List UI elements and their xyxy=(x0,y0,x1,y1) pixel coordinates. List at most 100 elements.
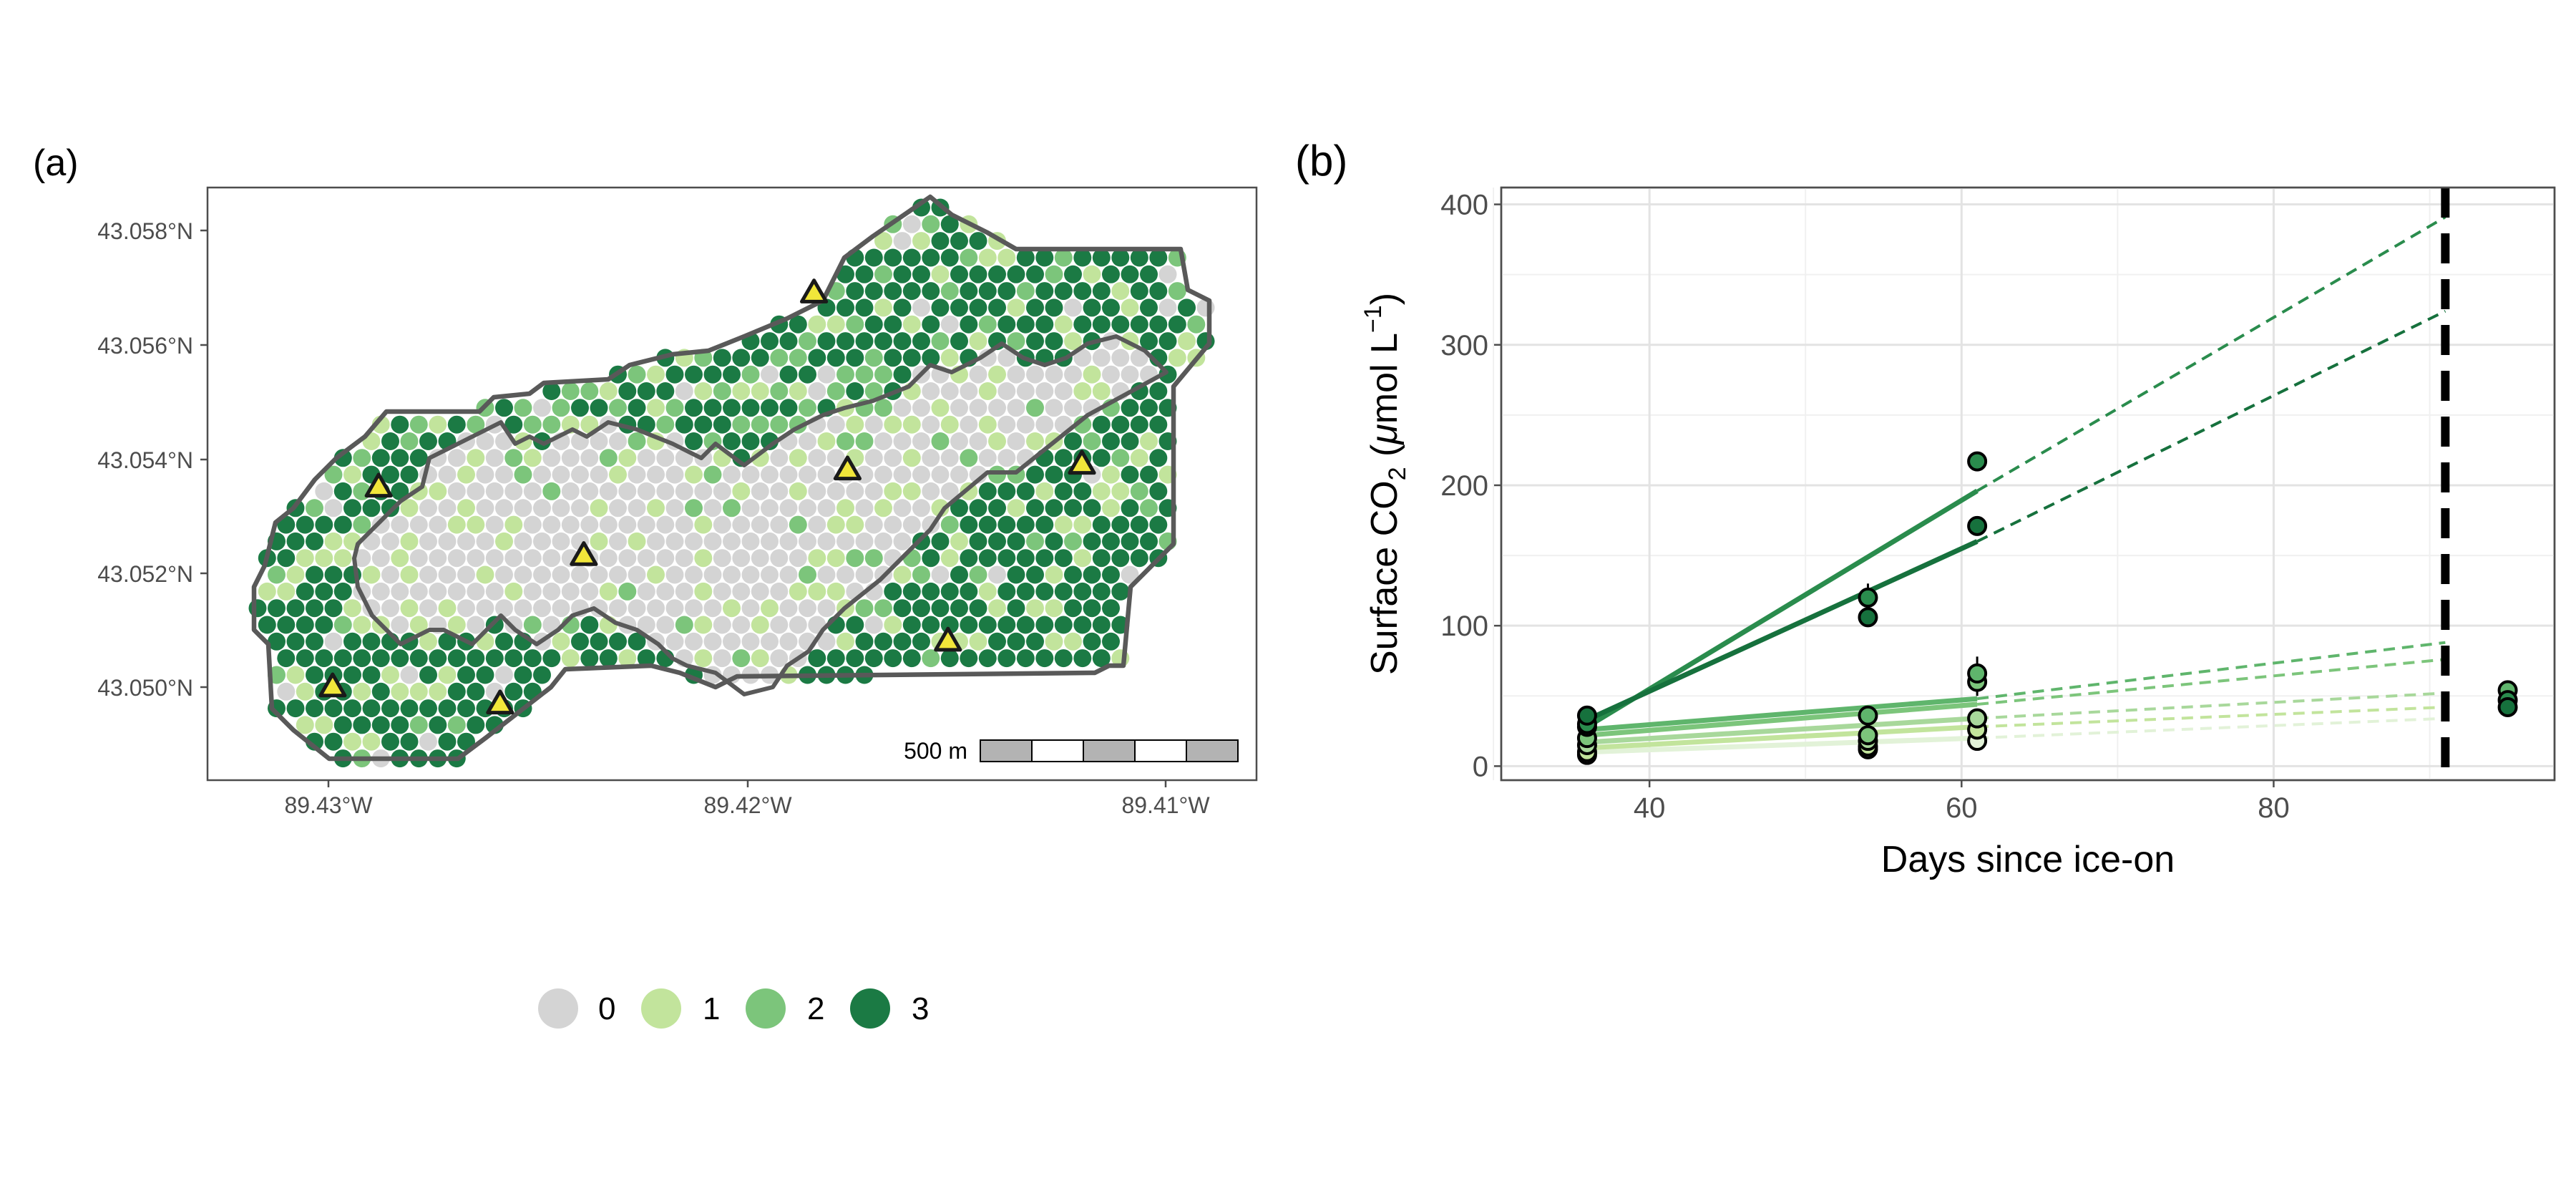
grid-dot xyxy=(1102,599,1120,618)
grid-dot xyxy=(1102,465,1120,484)
grid-dot xyxy=(1130,515,1148,534)
grid-dot xyxy=(1102,632,1120,651)
sampling-site-marker xyxy=(364,472,393,498)
grid-dot xyxy=(855,632,874,651)
grid-dot xyxy=(694,649,713,668)
grid-dot xyxy=(447,682,466,701)
legend-swatch-1 xyxy=(641,988,681,1029)
grid-dot xyxy=(362,499,381,517)
grid-dot xyxy=(988,265,1006,283)
grid-dot xyxy=(969,599,987,618)
grid-dot xyxy=(343,666,361,684)
data-point xyxy=(1967,708,1988,729)
grid-dot xyxy=(618,549,637,568)
grid-dot xyxy=(1111,349,1130,367)
grid-dot xyxy=(637,549,655,568)
grid-dot xyxy=(969,632,987,651)
grid-dot xyxy=(969,565,987,584)
grid-dot xyxy=(978,382,997,400)
grid-dot xyxy=(1149,515,1168,534)
grid-dot xyxy=(978,649,997,668)
grid-dot xyxy=(808,582,826,601)
grid-dot xyxy=(685,465,703,484)
grid-dot xyxy=(542,582,561,601)
grid-dot xyxy=(799,365,816,384)
grid-dot xyxy=(960,382,978,400)
grid-dot xyxy=(476,599,494,618)
grid-dot xyxy=(571,565,589,584)
grid-dot xyxy=(779,499,798,517)
grid-dot xyxy=(523,515,542,534)
grid-dot xyxy=(884,349,902,367)
grid-dot xyxy=(864,282,883,301)
grid-dot xyxy=(817,465,836,484)
grid-dot xyxy=(940,582,959,601)
grid-dot xyxy=(1007,565,1025,584)
grid-dot xyxy=(836,365,854,384)
grid-dot xyxy=(940,315,959,334)
grid-dot xyxy=(504,515,523,534)
grid-dot xyxy=(628,499,646,517)
grid-dot xyxy=(514,399,532,417)
grid-dot xyxy=(1045,265,1063,283)
grid-dot xyxy=(988,599,1006,618)
grid-dot xyxy=(1054,449,1073,467)
grid-dot xyxy=(1035,649,1054,668)
grid-dot xyxy=(571,632,589,651)
y-title-unit: mol L xyxy=(1364,333,1405,424)
grid-dot xyxy=(1073,515,1092,534)
grid-dot xyxy=(940,282,959,301)
grid-dot xyxy=(467,515,485,534)
grid-dot xyxy=(447,515,466,534)
grid-dot xyxy=(647,532,665,550)
grid-dot xyxy=(779,365,798,384)
grid-dot xyxy=(761,565,779,584)
grid-dot xyxy=(514,565,532,584)
grid-dot xyxy=(609,532,627,550)
grid-dot xyxy=(542,449,561,467)
grid-dot xyxy=(826,415,845,434)
grid-dot xyxy=(893,499,912,517)
grid-dot xyxy=(675,482,693,500)
grid-dot xyxy=(371,649,390,668)
grid-dot xyxy=(628,532,646,550)
grid-dot xyxy=(1092,315,1111,334)
grid-dot xyxy=(723,532,741,550)
grid-dot xyxy=(1092,482,1111,500)
grid-dot xyxy=(1111,582,1130,601)
grid-dot xyxy=(504,582,523,601)
grid-dot xyxy=(950,298,968,317)
grid-dot xyxy=(429,482,447,500)
projection-line xyxy=(1977,691,2446,720)
grid-dot xyxy=(855,532,874,550)
grid-dot xyxy=(836,532,854,550)
grid-dot xyxy=(353,449,371,467)
data-point xyxy=(1576,705,1597,726)
grid-dot xyxy=(855,599,874,618)
grid-dot xyxy=(1092,649,1111,668)
grid-dot xyxy=(969,432,987,450)
grid-dot xyxy=(912,432,930,450)
grid-dot xyxy=(1026,432,1044,450)
grid-dot xyxy=(504,415,523,434)
grid-dot xyxy=(855,565,874,584)
grid-dot xyxy=(950,565,968,584)
grid-dot xyxy=(836,565,854,584)
grid-dot xyxy=(618,649,637,668)
grid-dot xyxy=(533,499,551,517)
grid-dot xyxy=(618,582,637,601)
grid-dot xyxy=(447,482,466,500)
grid-dot xyxy=(940,616,959,634)
grid-dot xyxy=(647,399,665,417)
grid-dot xyxy=(1035,248,1054,267)
grid-dot xyxy=(893,332,912,351)
lon-tick-label: 89.43°W xyxy=(284,792,373,818)
grid-dot xyxy=(912,298,930,317)
grid-dot xyxy=(912,599,930,618)
grid-dot xyxy=(533,465,551,484)
grid-dot xyxy=(1007,532,1025,550)
grid-dot xyxy=(391,582,409,601)
grid-dot xyxy=(969,499,987,517)
grid-dot xyxy=(429,682,447,701)
grid-dot xyxy=(864,415,883,434)
